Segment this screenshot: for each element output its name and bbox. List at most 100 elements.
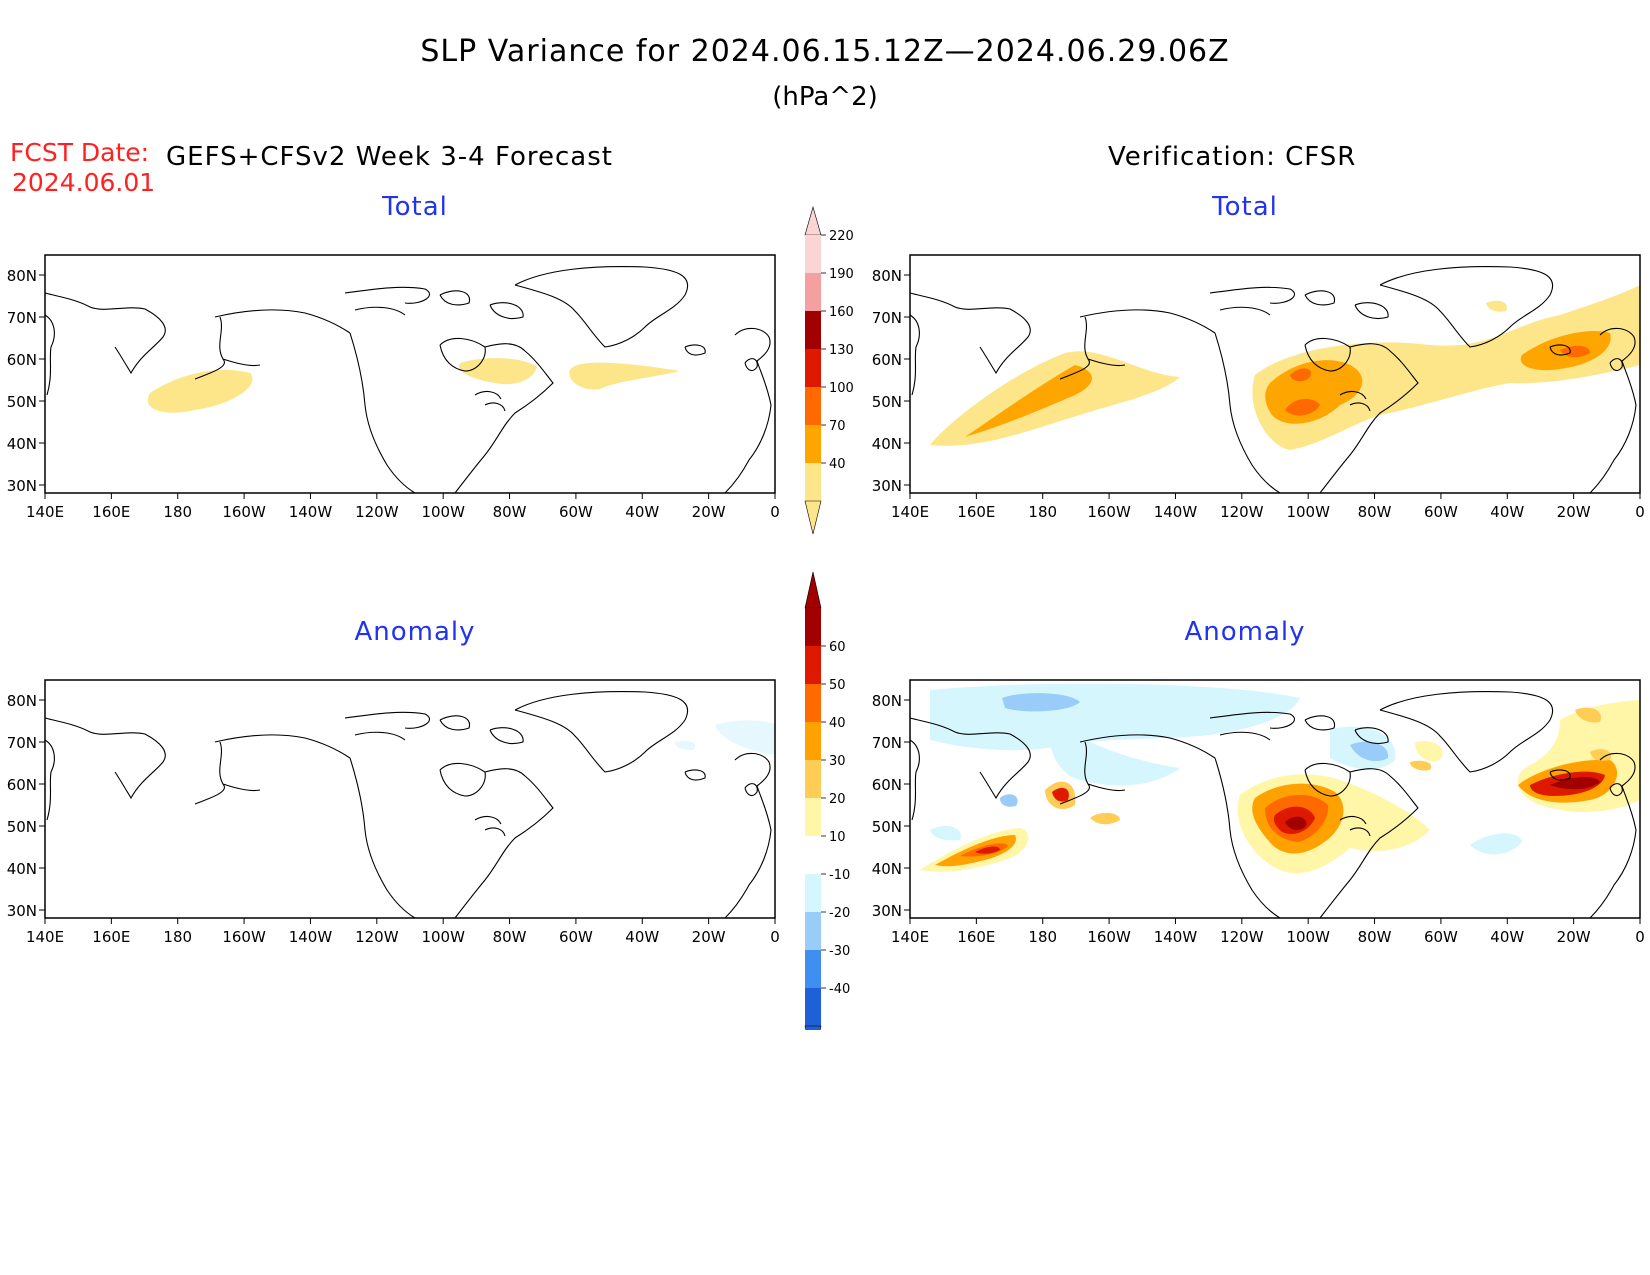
shaded-region [1252, 285, 1640, 450]
lon-tick-label: 140W [289, 928, 333, 946]
lon-tick-label: 140W [289, 503, 333, 521]
lon-tick-label: 100W [421, 503, 465, 521]
panel-title-forecast-anomaly: Anomaly [354, 617, 476, 647]
lon-tick-label: 160W [1087, 928, 1131, 946]
lon-tick-label: 60W [559, 503, 593, 521]
colorbar-extend-bottom [804, 500, 822, 535]
colorbar-label: -40 [829, 982, 850, 997]
coastline [44, 717, 166, 800]
shaded-region [1285, 816, 1307, 831]
shaded-region [1350, 741, 1389, 762]
colorbar-anomaly: -40 -30 -20 -10 10 20 30 40 50 60 [804, 571, 850, 1030]
coastline [474, 390, 506, 412]
colorbar-label: -10 [829, 868, 850, 883]
coastline [454, 343, 554, 494]
panel-title-verification-total: Total [1212, 192, 1278, 222]
colorbar-label: 130 [829, 343, 854, 358]
coastline [909, 292, 1031, 375]
colorbar-swatch [805, 798, 821, 836]
lon-tick-label: 60W [1424, 928, 1458, 946]
coastline [349, 757, 416, 919]
lat-tick-label: 50N [872, 818, 902, 836]
lon-tick-label: 140W [1154, 928, 1198, 946]
lat-tick-label: 70N [7, 309, 37, 327]
coastline [1379, 690, 1553, 773]
lat-tick-label: 60N [872, 776, 902, 794]
map-axes: 80N 70N 60N 50N 40N 30N 140E 160E 180 160W 140W 120… [7, 267, 780, 521]
lon-tick-label: 120W [1220, 503, 1264, 521]
lat-tick-label: 70N [7, 734, 37, 752]
lon-tick-label: 160E [92, 928, 130, 946]
colorbar-label: 10 [829, 830, 846, 845]
colorbar-label: 70 [829, 419, 846, 434]
coastline [744, 358, 758, 372]
lon-tick-label: 60W [559, 928, 593, 946]
lon-tick-label: 180 [163, 928, 192, 946]
shaded-region [569, 362, 680, 390]
shaded-region [1052, 787, 1069, 802]
coastline [684, 769, 706, 781]
colorbar-swatch [805, 988, 821, 1026]
coastline [1549, 344, 1571, 356]
lon-tick-label: 40W [625, 928, 659, 946]
coastline [1549, 769, 1571, 781]
coastline [744, 783, 758, 797]
lat-tick-label: 70N [872, 309, 902, 327]
lon-tick-label: 160W [1087, 503, 1131, 521]
coastlines [909, 690, 1637, 919]
verification-header: Verification: CFSR [1108, 142, 1357, 172]
coastline [909, 717, 1031, 800]
lon-tick-label: 140E [26, 503, 64, 521]
lat-tick-label: 50N [872, 393, 902, 411]
lon-tick-label: 120W [1220, 928, 1264, 946]
lon-tick-label: 160E [957, 928, 995, 946]
coastline [344, 711, 471, 731]
colorbar-label: 40 [829, 716, 846, 731]
lat-tick-label: 40N [7, 435, 37, 453]
lon-tick-label: 160W [222, 928, 266, 946]
colorbar-label: 220 [829, 229, 854, 244]
fcst-date: 2024.06.01 [12, 168, 156, 197]
lon-tick-label: 80W [493, 503, 527, 521]
coastline [909, 739, 920, 821]
coastline [514, 690, 688, 773]
fcst-label: FCST Date: [10, 138, 150, 167]
map-frame [44, 254, 776, 494]
colorbar-swatch [805, 349, 821, 387]
lon-tick-label: 40W [1490, 928, 1524, 946]
coastline [1609, 358, 1623, 372]
lat-tick-label: 70N [872, 734, 902, 752]
shaded-region [1486, 300, 1507, 312]
coastline [724, 752, 772, 919]
map-frame [44, 679, 776, 919]
lon-tick-label: 160E [92, 503, 130, 521]
lon-tick-label: 40W [625, 503, 659, 521]
colorbar-swatch [805, 722, 821, 760]
coastline [214, 309, 351, 334]
shaded-region [1575, 707, 1601, 723]
shaded-region [930, 825, 961, 841]
coastline [354, 727, 524, 745]
colorbar-swatch [805, 874, 821, 912]
colorbar-label: 40 [829, 457, 846, 472]
coastline [724, 327, 772, 494]
shaded-region [965, 365, 1092, 437]
colorbar-swatch [805, 836, 821, 874]
lat-tick-label: 80N [872, 692, 902, 710]
coastline [1319, 768, 1419, 919]
coastline [1079, 309, 1216, 334]
shaded-region [675, 740, 696, 750]
coastline [1214, 332, 1281, 494]
map-frame [909, 679, 1641, 919]
map-verification-anomaly: 80N 70N 60N 50N 40N 30N 140E 160E 180 160W 140W 120… [872, 679, 1645, 946]
colorbar-swatch [805, 425, 821, 463]
coastline [344, 286, 471, 306]
panel-title-verification-anomaly: Anomaly [1184, 617, 1306, 647]
colorbar-label: 190 [829, 267, 854, 282]
lon-tick-label: 120W [355, 928, 399, 946]
colorbar-extend-top [804, 571, 822, 609]
coastlines [909, 265, 1637, 494]
colorbar-swatch [805, 387, 821, 425]
colorbar-swatch [805, 950, 821, 988]
lon-tick-label: 140E [26, 928, 64, 946]
